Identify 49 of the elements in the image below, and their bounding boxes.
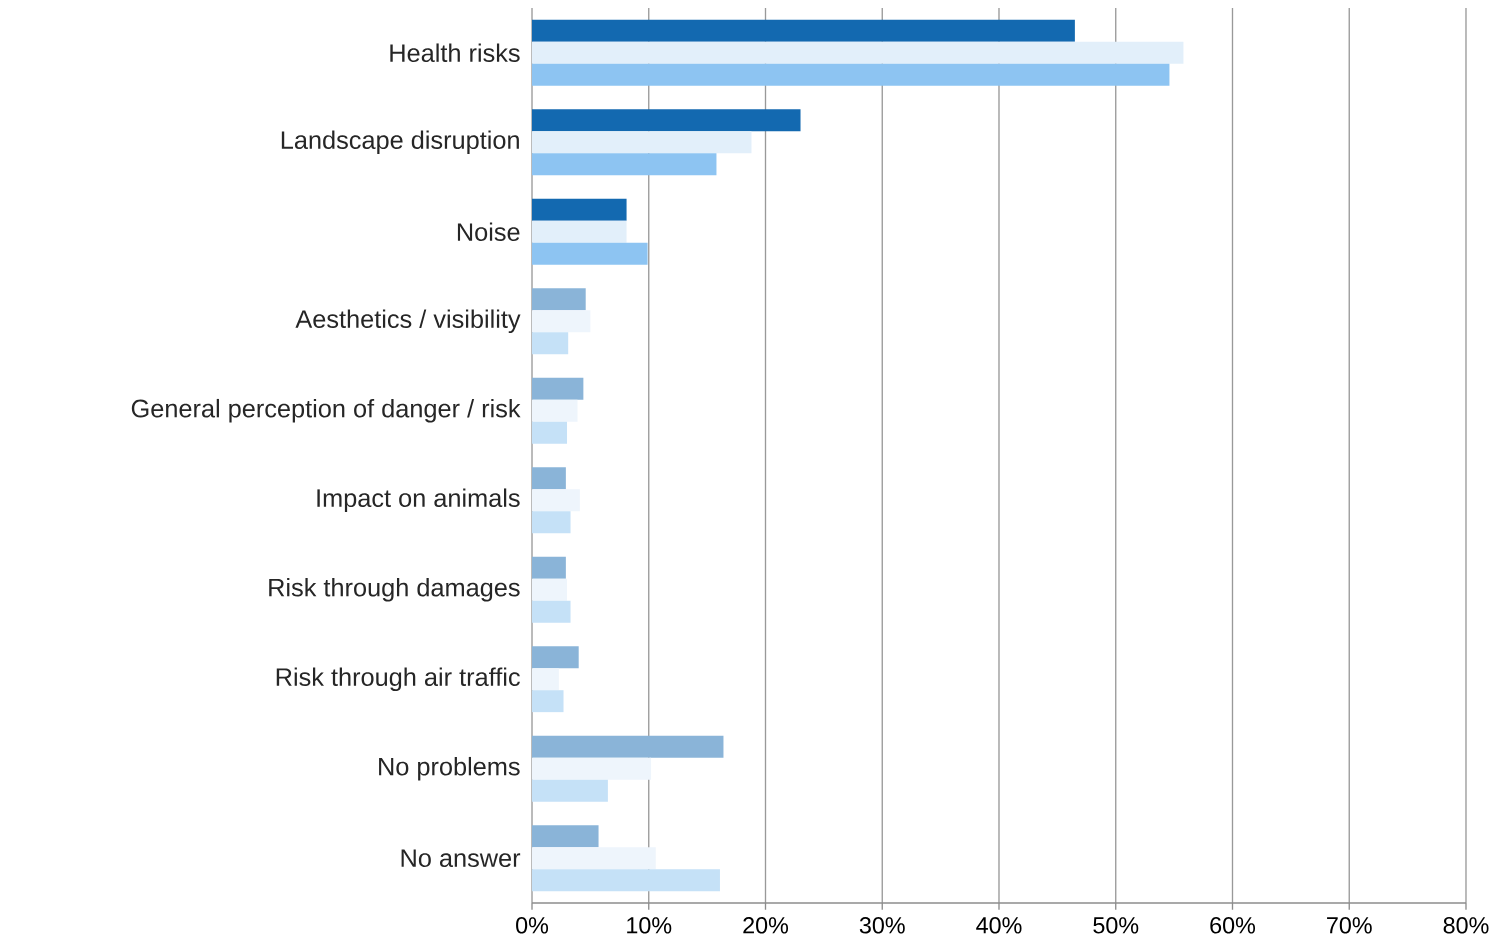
bar <box>532 332 569 355</box>
bar <box>532 131 752 154</box>
x-tick-label: 20% <box>743 917 789 934</box>
bar <box>532 690 564 713</box>
y-tick-label: Impact on animals <box>317 488 520 513</box>
bar <box>532 757 652 780</box>
bar <box>532 288 586 311</box>
bar <box>532 825 599 848</box>
bar <box>532 421 568 444</box>
x-tick-label: 0% <box>516 917 549 934</box>
bar <box>532 556 566 579</box>
x-tick-label: 80% <box>1443 917 1489 934</box>
bar <box>532 735 724 758</box>
bar <box>532 399 578 422</box>
bar <box>532 578 568 601</box>
bar <box>532 220 627 243</box>
bar <box>532 109 801 132</box>
y-tick-label: Noise <box>457 222 520 242</box>
bar <box>532 198 627 221</box>
x-tick-label: 10% <box>627 917 672 934</box>
bar <box>532 847 656 870</box>
bar <box>532 19 1075 42</box>
y-tick-label: Landscape disruption <box>281 130 519 155</box>
x-tick-label: 60% <box>1210 917 1256 934</box>
x-tick-label: 40% <box>976 917 1022 934</box>
bar <box>532 668 559 691</box>
x-tick-label: 30% <box>859 917 905 934</box>
bar <box>532 63 1170 86</box>
bar <box>532 242 648 265</box>
x-tick-label: 50% <box>1093 917 1139 934</box>
y-tick-label: Aesthetics / visibility <box>295 309 521 334</box>
y-tick-label: Health risks <box>390 43 520 63</box>
bar <box>532 600 571 623</box>
y-tick-label: Risk through damages <box>269 577 520 602</box>
bar <box>532 646 579 669</box>
bar <box>532 467 566 490</box>
bar <box>532 869 720 892</box>
bar <box>532 41 1184 64</box>
bar <box>532 511 571 534</box>
y-tick-label: No answer <box>401 849 521 868</box>
y-tick-label: General perception of danger / risk <box>131 398 521 423</box>
x-tick-label: 70% <box>1327 917 1372 934</box>
bar <box>532 489 580 512</box>
bar <box>532 377 584 400</box>
bar <box>532 153 717 176</box>
y-tick-label: No problems <box>379 756 520 781</box>
y-tick-label: Risk through air traffic <box>276 667 520 692</box>
bar <box>532 310 591 333</box>
bar <box>532 779 608 802</box>
